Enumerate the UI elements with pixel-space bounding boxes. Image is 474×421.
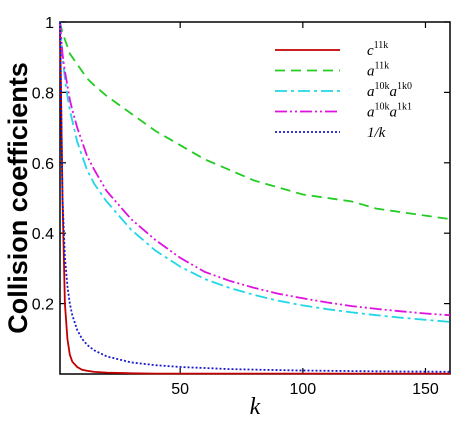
y-tick-label: 0.6 (32, 156, 54, 173)
legend-entry: 1/k (367, 125, 386, 141)
y-tick-label: 0.2 (32, 297, 54, 314)
x-tick-label: 50 (171, 381, 189, 398)
x-axis-title: k (250, 394, 261, 420)
series-line-c11k (59, 21, 450, 375)
legend-entry: a11k (367, 61, 389, 80)
y-tick-label: 0.4 (32, 226, 54, 243)
ticks: 50 100 150 0.2 0.4 0.6 0.8 1 (32, 15, 450, 398)
x-tick-label: 150 (412, 381, 439, 398)
series-line-a10ka1k0 (59, 21, 451, 323)
series-lines (59, 21, 451, 375)
legend-entry: a10ka1k1 (367, 102, 412, 121)
series-line-a11k (59, 21, 451, 220)
legend-entry: c11k (367, 40, 388, 59)
y-tick-label: 0.8 (32, 85, 54, 102)
legend-entry: a10ka1k0 (367, 81, 412, 100)
y-axis-title: Collision coefficients (3, 62, 33, 334)
y-tick-label: 1 (45, 15, 54, 32)
plot-frame (59, 21, 451, 375)
x-tick-label: 100 (289, 381, 316, 398)
series-line-1k (59, 21, 451, 373)
series-line-a10ka1k1 (59, 21, 451, 317)
